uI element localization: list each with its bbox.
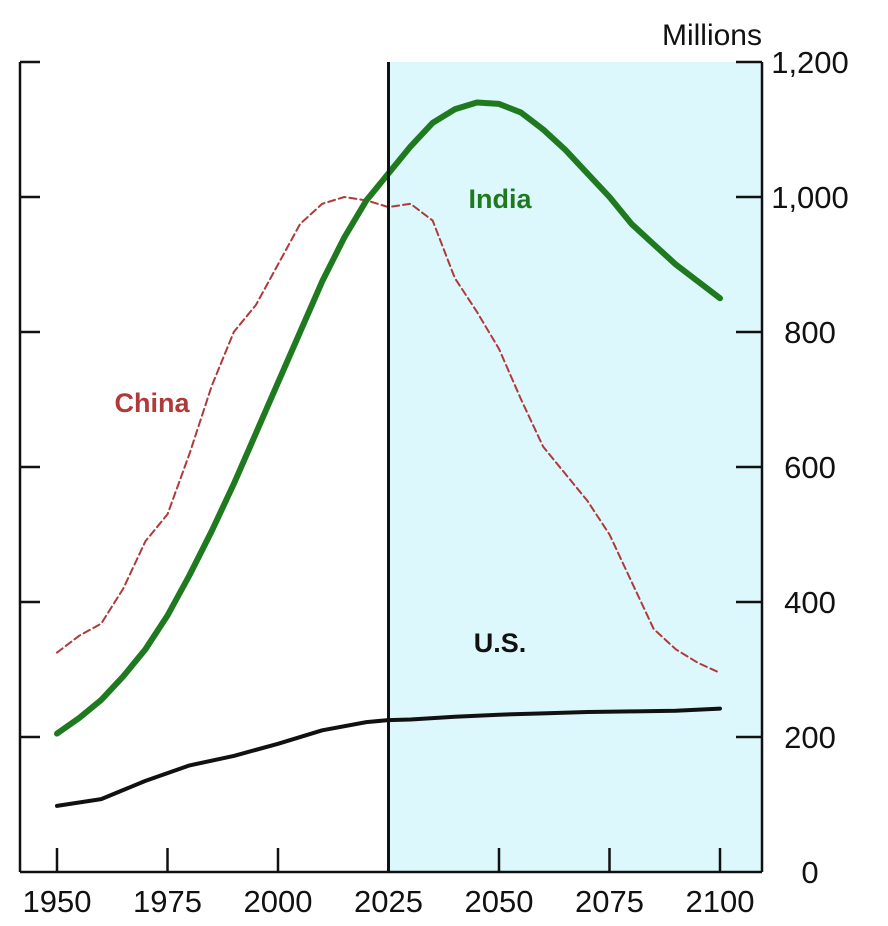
x-tick-label: 1950 <box>23 884 92 919</box>
y-tick-label: 800 <box>784 315 836 350</box>
y-tick-label: 1,200 <box>771 45 849 80</box>
series-label-china: China <box>114 388 190 418</box>
series-label-layer: China India U.S. <box>114 184 532 658</box>
x-tick-label: 1975 <box>133 884 202 919</box>
y-tick-label: 600 <box>784 450 836 485</box>
y-tick-label: 1,000 <box>771 180 849 215</box>
x-tick-label: 2000 <box>244 884 313 919</box>
y-tick-label: 400 <box>784 585 836 620</box>
projection-shade <box>388 62 762 872</box>
y-tick-label: 0 <box>801 855 818 890</box>
x-tick-label: 2050 <box>465 884 534 919</box>
series-label-us: U.S. <box>474 628 527 658</box>
axis-layer: 0 200 400 600 800 1,000 1,200 1950 1975 2000 2025 2… <box>18 45 849 919</box>
x-tick-label: 2075 <box>575 884 644 919</box>
x-tick-label: 2025 <box>354 884 423 919</box>
x-tick-label: 2100 <box>686 884 755 919</box>
y-axis-unit-label: Millions <box>662 19 762 52</box>
y-tick-label: 200 <box>784 720 836 755</box>
series-label-india: India <box>468 184 532 214</box>
